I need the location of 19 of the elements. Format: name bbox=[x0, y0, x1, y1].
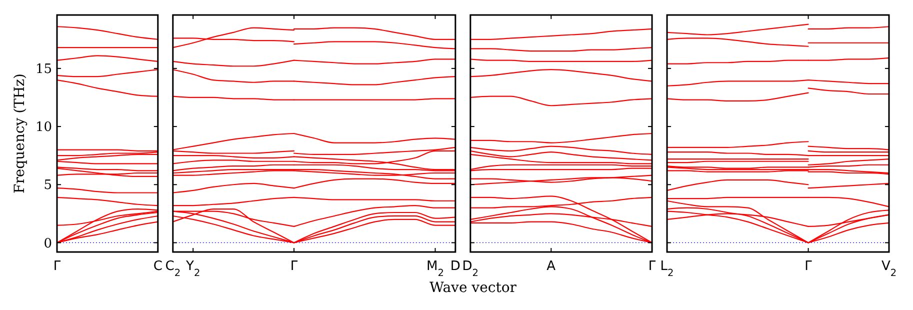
x-tick-label: Γ bbox=[804, 259, 813, 274]
y-axis-title: Frequency (THz) bbox=[12, 73, 28, 194]
x-tick-label: Γ bbox=[648, 259, 656, 274]
x-tick-label: M$_{2}$ bbox=[426, 259, 444, 278]
x-tick-label: C$_{2}$ bbox=[165, 259, 181, 278]
y-tick-label: 15 bbox=[35, 62, 52, 77]
x-tick-label: Γ bbox=[290, 259, 298, 274]
x-tick-label: A bbox=[546, 259, 556, 274]
x-tick-label: V$_{2}$ bbox=[881, 259, 897, 278]
x-tick-label: L$_{2}$ bbox=[660, 259, 674, 278]
x-tick-label: D bbox=[450, 259, 460, 274]
x-tick-label: C bbox=[153, 259, 162, 274]
x-tick-label: Γ bbox=[53, 259, 62, 274]
y-tick-label: 0 bbox=[44, 236, 52, 252]
y-tick-label: 10 bbox=[35, 120, 52, 136]
x-axis-title: Wave vector bbox=[430, 280, 517, 296]
x-tick-label: D$_{2}$ bbox=[462, 259, 479, 278]
x-tick-label: Y$_{2}$ bbox=[184, 259, 200, 278]
y-tick-label: 5 bbox=[44, 178, 52, 194]
